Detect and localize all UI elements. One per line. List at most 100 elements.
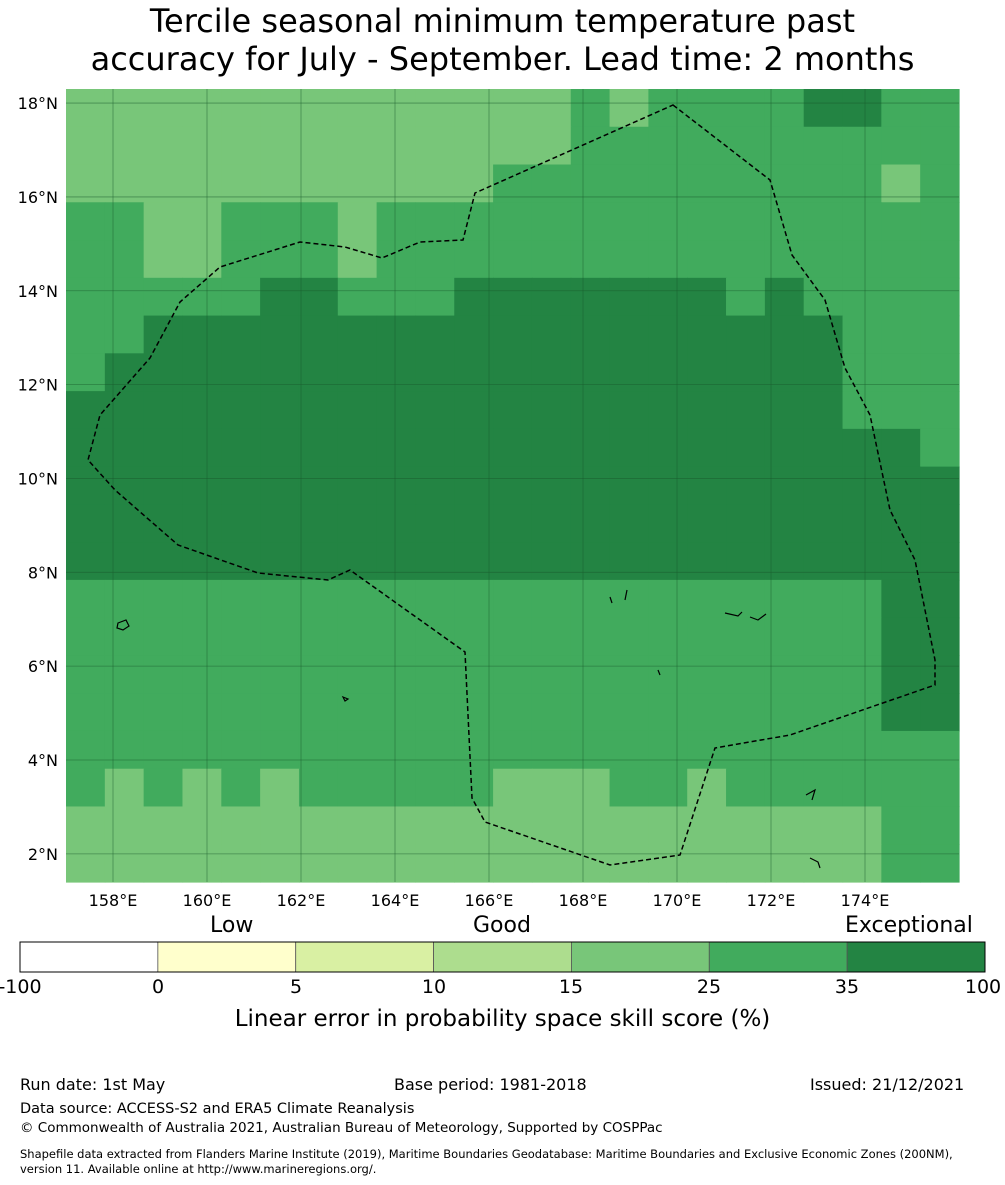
skill-cell: [143, 315, 184, 354]
skill-cell: [881, 730, 921, 770]
skill-cell: [881, 353, 921, 392]
skill-cell: [376, 617, 417, 657]
skill-cell: [609, 391, 649, 430]
skill-cell: [531, 240, 572, 279]
skill-cell: [66, 730, 106, 770]
skill-cell: [143, 768, 184, 808]
skill-cell: [881, 126, 921, 166]
skill-cell: [66, 277, 106, 317]
skill-cell: [104, 391, 145, 430]
skill-cell: [648, 806, 688, 845]
skill-cell: [376, 504, 417, 543]
skill-cell: [66, 164, 106, 203]
skill-cell: [609, 202, 649, 241]
skill-cell: [726, 806, 766, 845]
skill-cell: [298, 277, 339, 317]
skill-cell: [337, 806, 378, 845]
skill-cell: [842, 844, 882, 883]
skill-cell: [920, 579, 960, 619]
skill-cell: [454, 353, 494, 392]
skill-cell: [298, 164, 339, 203]
skill-cell: [881, 617, 921, 657]
longitude-label: 166°E: [465, 891, 514, 910]
skill-cell: [221, 315, 261, 354]
skill-cell: [881, 202, 921, 241]
skill-cell: [376, 579, 417, 619]
skill-cell: [143, 693, 184, 732]
skill-cell: [260, 277, 300, 317]
skill-cell: [104, 240, 145, 279]
skill-cell: [337, 89, 378, 128]
skill-cell: [221, 655, 261, 694]
skill-cell: [881, 277, 921, 317]
skill-cell: [143, 730, 184, 770]
skill-cell: [609, 579, 649, 619]
skill-cell: [570, 315, 611, 354]
island-outline: [624, 589, 628, 601]
skill-cell: [531, 466, 572, 505]
skill-cell: [493, 693, 533, 732]
skill-cell: [609, 617, 649, 657]
skill-cell: [415, 768, 455, 808]
skill-cell: [648, 579, 688, 619]
skill-cell: [648, 428, 688, 468]
skill-cell: [298, 240, 339, 279]
skill-cell: [415, 391, 455, 430]
skill-cell: [726, 315, 766, 354]
skill-cell: [726, 89, 766, 128]
skill-cell: [531, 655, 572, 694]
skill-cell: [415, 202, 455, 241]
skill-cell: [920, 164, 960, 203]
skill-cell: [531, 504, 572, 543]
skill-cell: [842, 240, 882, 279]
skill-cell: [182, 164, 222, 203]
skill-cell: [570, 617, 611, 657]
skill-cell: [182, 277, 222, 317]
skill-cell: [842, 428, 882, 468]
skill-cell: [454, 768, 494, 808]
island-outline: [809, 857, 821, 869]
skill-cell: [609, 126, 649, 166]
skill-cell: [454, 240, 494, 279]
skill-cell: [531, 844, 572, 883]
skill-cell: [531, 768, 572, 808]
base-period: Base period: 1981-2018: [394, 1075, 587, 1094]
skill-cell: [298, 466, 339, 505]
skill-cell: [764, 579, 805, 619]
skill-cell: [260, 164, 300, 203]
skill-cell: [493, 655, 533, 694]
skill-cell: [570, 466, 611, 505]
skill-cell: [881, 844, 921, 883]
skill-cell: [376, 315, 417, 354]
skill-cell: [221, 428, 261, 468]
skill-cell: [298, 730, 339, 770]
skill-cell: [260, 542, 300, 581]
skill-cell: [803, 315, 844, 354]
skill-cell: [609, 730, 649, 770]
skill-cell: [881, 579, 921, 619]
skill-cell: [920, 466, 960, 505]
latitude-label: 8°N: [28, 563, 58, 582]
skill-cell: [66, 89, 106, 128]
island-outline: [805, 788, 816, 801]
skill-cell: [531, 353, 572, 392]
skill-cell: [493, 126, 533, 166]
skill-cell: [687, 466, 727, 505]
skill-cell: [260, 240, 300, 279]
skill-cell: [687, 617, 727, 657]
skill-cell: [570, 768, 611, 808]
skill-cell: [376, 542, 417, 581]
skill-cell: [221, 126, 261, 166]
skill-cell: [66, 542, 106, 581]
skill-cell: [454, 579, 494, 619]
skill-cell: [648, 164, 688, 203]
skill-cell: [221, 466, 261, 505]
skill-cell: [920, 655, 960, 694]
skill-cell: [570, 542, 611, 581]
skill-cell: [609, 315, 649, 354]
skill-cell: [764, 504, 805, 543]
skill-cell: [920, 730, 960, 770]
skill-cell: [143, 655, 184, 694]
skill-cell: [803, 202, 844, 241]
